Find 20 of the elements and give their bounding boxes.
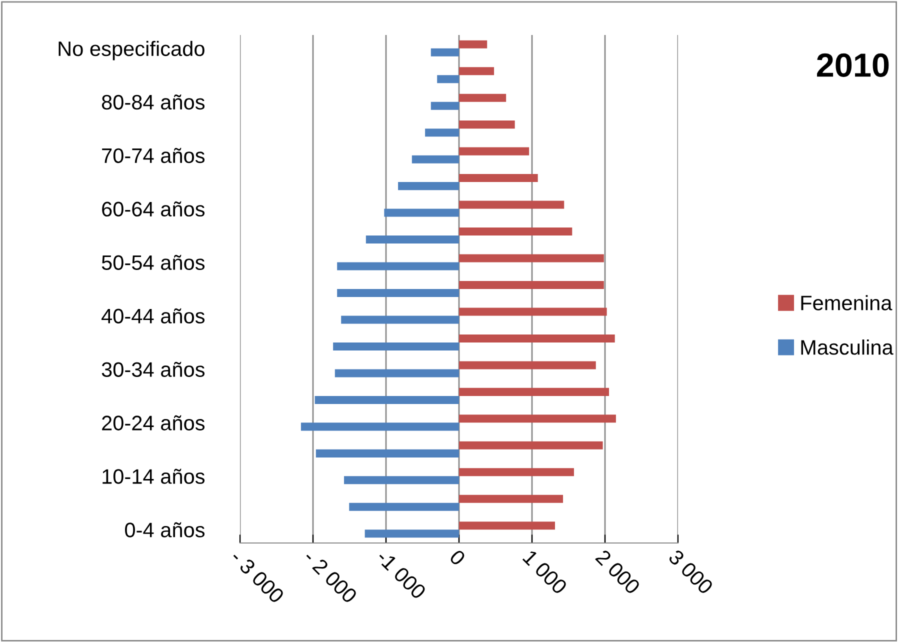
y-tick-label: 40-44 años [102,308,205,324]
legend-label: Masculina [801,340,894,355]
y-tick-label: 80-84 años [102,94,205,110]
y-tick-label: 10-14 años [102,468,205,484]
y-tick-label: 70-74 años [102,148,205,164]
x-tick-label: 0 [448,548,466,566]
x-tick-label: - 3 000 [230,548,285,604]
x-tick-label: 2 000 [594,548,641,595]
text: 2010 [817,53,889,77]
y-tick-label: 50-54 años [102,254,205,270]
x-tick-label: -1 000 [376,548,427,600]
x-tick-label: 1 000 [522,549,568,595]
x-tick-label: 3 000 [668,548,714,595]
y-tick-label: 0-4 años [125,522,205,538]
y-tick-label: 20-24 años [102,415,205,430]
y-tick-label: No especificado [58,40,204,60]
x-tick-label: - 2 000 [302,548,358,604]
y-tick-label: 30-34 años [102,362,205,377]
y-tick-label: 60-64 años [102,201,205,217]
legend-label: Femenina [801,295,892,310]
